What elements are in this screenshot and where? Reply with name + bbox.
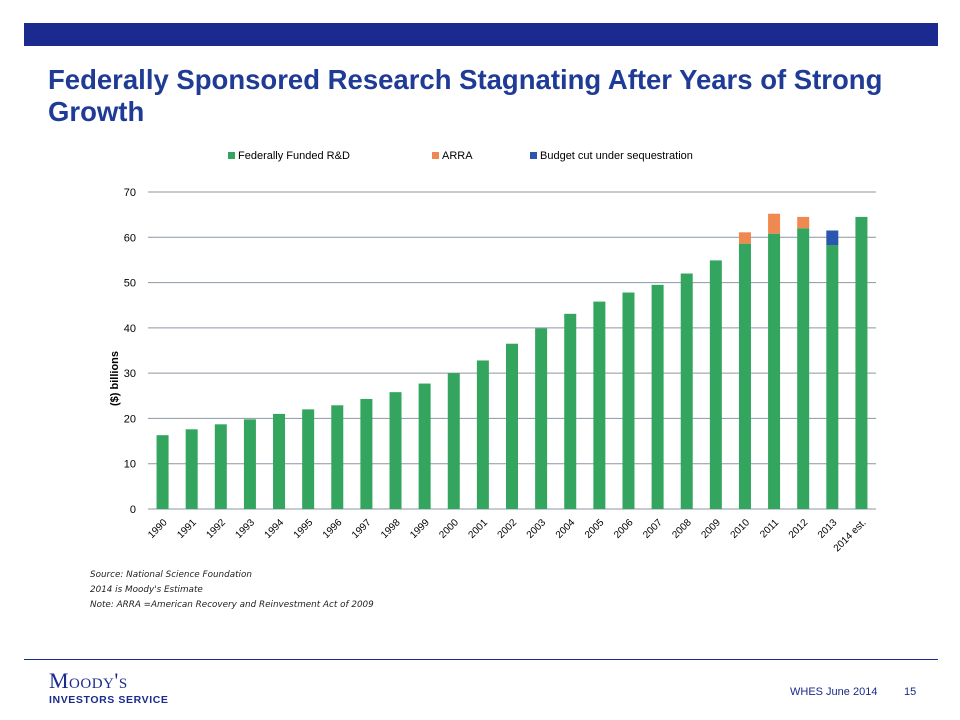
bar (709, 260, 722, 509)
legend-label: Budget cut under sequestration (540, 150, 693, 162)
x-tick-label: 2012 (787, 517, 811, 541)
logo-subtitle: INVESTORS SERVICE (49, 694, 169, 706)
legend-swatch (228, 152, 235, 159)
x-tick-label: 1992 (204, 517, 228, 541)
y-tick-label: 60 (124, 232, 136, 244)
x-tick-label: 1991 (175, 517, 199, 541)
x-tick-label: 1999 (408, 517, 432, 541)
bar (156, 435, 169, 509)
bar (797, 228, 810, 509)
y-tick-label: 50 (124, 278, 136, 290)
bar (535, 328, 548, 509)
x-tick-label: 2007 (641, 517, 665, 541)
moodys-logo: Moody's INVESTORS SERVICE (49, 668, 169, 707)
source-notes: Source: National Science Foundation 2014… (90, 568, 374, 613)
bar (447, 373, 460, 509)
y-tick-label: 0 (130, 504, 136, 516)
legend-label: ARRA (442, 150, 473, 162)
arra-note: Note: ARRA =American Recovery and Reinve… (90, 600, 374, 610)
bar (651, 284, 664, 509)
x-tick-label: 2010 (729, 517, 753, 541)
footer-divider (24, 659, 938, 660)
bar (593, 301, 606, 509)
y-tick-label: 40 (124, 323, 136, 335)
x-tick-label: 2011 (758, 517, 781, 540)
x-tick-label: 2004 (554, 517, 578, 541)
x-tick-label: 2006 (612, 517, 636, 541)
bar (738, 232, 751, 244)
slide-title: Federally Sponsored Research Stagnating … (48, 64, 883, 127)
bar (622, 292, 635, 509)
bar (826, 230, 839, 245)
bar (418, 383, 431, 509)
x-tick-label: 2008 (670, 517, 694, 541)
estimate-note: 2014 is Moody's Estimate (90, 585, 203, 595)
header-band (24, 23, 938, 46)
bar (768, 233, 781, 510)
bar (768, 213, 781, 234)
bar (680, 273, 693, 509)
x-tick-label: 1997 (350, 517, 374, 541)
page-number: 15 (904, 686, 917, 698)
bar (855, 216, 868, 509)
x-tick-label: 2002 (496, 517, 520, 541)
x-tick-label: 1998 (379, 517, 403, 541)
bar (506, 343, 518, 509)
y-axis-label: ($) billions (109, 351, 121, 406)
x-tick-label: 2005 (583, 517, 607, 541)
y-tick-label: 20 (124, 413, 136, 425)
legend-label: Federally Funded R&D (238, 150, 350, 162)
footer-label: WHES June 2014 (790, 686, 878, 698)
legend-swatch (530, 152, 537, 159)
bar (185, 429, 198, 509)
x-tick-label: 1990 (146, 517, 170, 541)
bar (360, 398, 373, 509)
bar (738, 243, 751, 509)
x-tick-label: 2009 (699, 517, 723, 541)
logo-wordmark: Moody's (49, 668, 128, 693)
x-tick-label: 2003 (525, 517, 549, 541)
x-tick-label: 2000 (437, 517, 461, 541)
bar (389, 392, 402, 509)
bar (214, 424, 227, 509)
y-tick-label: 10 (124, 459, 136, 471)
x-tick-label: 1996 (321, 517, 345, 541)
bar (331, 405, 344, 509)
bar (476, 360, 489, 509)
x-tick-label: 2013 (816, 517, 840, 541)
bar (564, 313, 577, 509)
x-tick-label: 2014 est. (832, 517, 869, 554)
y-tick-label: 30 (124, 368, 136, 380)
source-note: Source: National Science Foundation (90, 570, 252, 580)
bar (243, 419, 256, 509)
x-tick-label: 1994 (263, 517, 287, 541)
legend-swatch (432, 152, 439, 159)
x-tick-label: 1993 (234, 517, 258, 541)
y-tick-label: 70 (124, 187, 136, 199)
bar (273, 413, 286, 509)
bar (826, 244, 839, 509)
x-tick-label: 2001 (466, 517, 490, 541)
bar (302, 409, 315, 509)
bar (797, 216, 810, 229)
x-tick-label: 1995 (292, 517, 316, 541)
